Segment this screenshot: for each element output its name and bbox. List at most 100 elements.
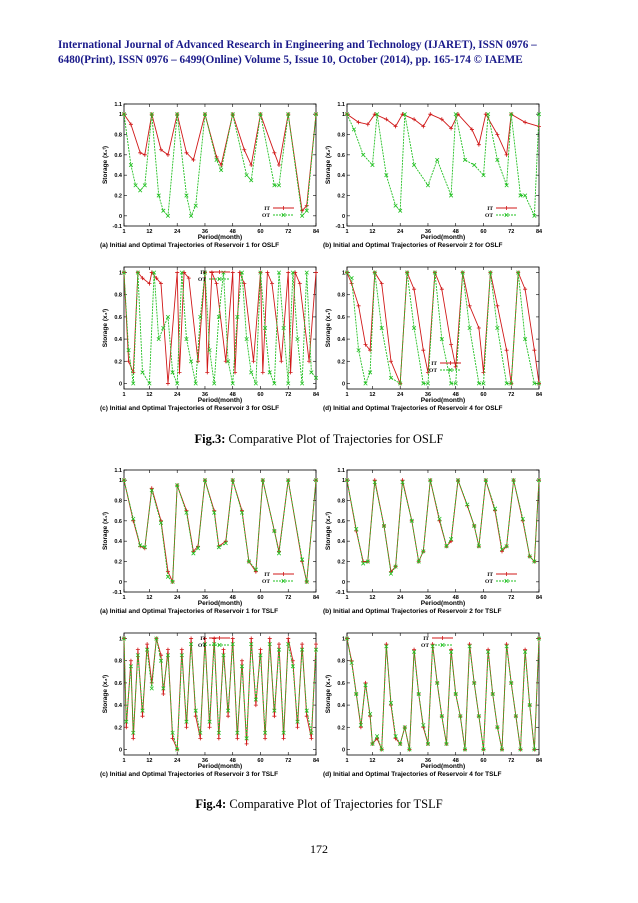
data-point	[458, 714, 463, 719]
y-tick-label: 0.2	[337, 560, 345, 566]
x-tick-label: 48	[453, 758, 459, 764]
data-point	[140, 708, 145, 713]
y-tick-label: 1.1	[337, 102, 345, 108]
data-point	[388, 359, 393, 364]
data-point	[239, 658, 244, 663]
legend-marker	[217, 276, 222, 282]
data-point	[156, 193, 161, 198]
data-point	[154, 276, 159, 281]
data-point	[412, 117, 417, 122]
data-point	[272, 150, 277, 155]
series-line	[346, 272, 539, 386]
data-point	[253, 381, 258, 386]
data-point	[189, 636, 194, 641]
data-point	[276, 270, 282, 275]
data-point	[449, 126, 454, 131]
y-tick-label: 0.4	[337, 337, 346, 343]
data-point	[481, 747, 486, 752]
y-tick-label: 0	[342, 381, 345, 387]
data-point	[230, 478, 235, 483]
series-line	[123, 272, 317, 385]
data-point	[276, 163, 281, 167]
data-point	[198, 730, 203, 735]
data-point	[175, 747, 180, 752]
data-point	[242, 147, 247, 152]
data-point	[202, 478, 208, 483]
y-tick-label: 0.6	[114, 153, 122, 159]
page-number: 172	[310, 842, 328, 856]
data-point	[128, 122, 133, 127]
data-point	[365, 559, 370, 564]
data-point	[469, 127, 474, 132]
data-point	[467, 325, 472, 331]
data-point	[189, 642, 194, 647]
data-point	[235, 736, 240, 741]
x-tick-label: 60	[480, 392, 486, 398]
legend-label: IT	[264, 572, 270, 578]
subplot-title: (c) Initial and Optimal Trajectories of …	[100, 771, 278, 778]
data-point	[504, 544, 509, 549]
y-tick-label: 1	[342, 478, 345, 484]
data-point	[154, 636, 159, 641]
data-point	[314, 270, 318, 275]
data-point	[165, 314, 171, 319]
data-point	[412, 325, 417, 331]
data-point	[536, 636, 542, 641]
data-point	[184, 725, 189, 730]
data-point	[159, 653, 164, 658]
data-point	[456, 112, 461, 117]
y-tick-label: 0.6	[337, 681, 345, 687]
data-point	[504, 348, 509, 353]
data-point	[288, 370, 293, 375]
x-tick-label: 72	[508, 758, 514, 764]
data-point	[286, 478, 291, 483]
data-point	[175, 381, 180, 386]
x-tick-label: 36	[202, 595, 208, 601]
data-point	[462, 747, 468, 752]
data-point	[425, 183, 431, 188]
data-point	[495, 325, 500, 331]
data-point	[184, 193, 189, 198]
y-tick-label: 1.1	[114, 102, 122, 108]
data-point	[126, 348, 131, 353]
data-point	[202, 636, 207, 641]
data-point	[314, 642, 318, 647]
data-point	[258, 647, 263, 652]
data-point	[223, 359, 228, 364]
data-point	[344, 478, 350, 483]
legend-marker	[217, 636, 222, 640]
data-point	[495, 303, 500, 308]
data-point	[488, 270, 493, 275]
data-point	[184, 337, 189, 342]
data-point	[476, 714, 481, 719]
y-tick-label: 1	[119, 112, 122, 118]
data-point	[149, 486, 154, 491]
data-point	[239, 510, 245, 515]
x-tick-label: 84	[313, 758, 320, 764]
x-tick-label: 12	[369, 595, 375, 601]
data-point	[407, 747, 412, 752]
data-point	[121, 636, 127, 641]
data-point	[147, 381, 152, 386]
data-point	[207, 725, 212, 730]
data-point	[165, 574, 171, 579]
data-point	[372, 112, 377, 117]
data-point	[425, 370, 430, 375]
legend-label: IT	[431, 361, 437, 367]
data-point	[467, 303, 472, 308]
data-point	[365, 122, 370, 127]
x-tick-label: 12	[369, 392, 375, 398]
data-point	[486, 647, 491, 652]
data-point	[356, 348, 361, 353]
data-point	[313, 375, 319, 380]
data-point	[509, 680, 514, 685]
data-point	[193, 708, 198, 713]
data-point	[156, 337, 161, 342]
data-point	[226, 708, 231, 713]
y-axis-label: Storage (x₃ᵗ)	[102, 309, 109, 347]
y-tick-label: 0.8	[337, 659, 345, 665]
data-point	[476, 381, 481, 386]
x-tick-label: 72	[285, 392, 291, 398]
y-tick-label: 0	[342, 747, 345, 753]
data-point	[184, 510, 189, 515]
